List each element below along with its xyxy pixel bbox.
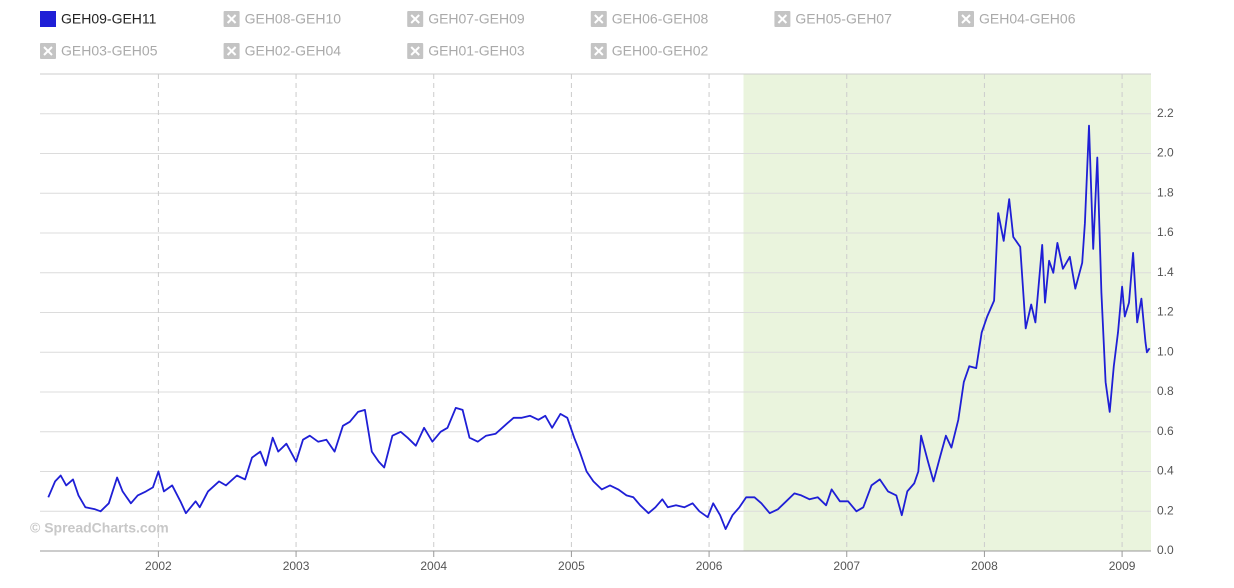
y-tick-label: 1.8 (1157, 185, 1174, 199)
legend-item[interactable]: GEH01-GEH03 (407, 43, 525, 59)
x-tick-label: 2008 (971, 559, 998, 573)
legend-item[interactable]: GEH07-GEH09 (407, 11, 525, 27)
y-tick-label: 0.4 (1157, 464, 1174, 478)
legend-x-icon (226, 46, 237, 56)
legend-label: GEH06-GEH08 (612, 11, 709, 27)
legend-label: GEH01-GEH03 (428, 43, 525, 59)
x-tick-label: 2002 (145, 559, 172, 573)
legend-label: GEH08-GEH10 (245, 11, 342, 27)
legend-x-icon (594, 46, 604, 56)
legend-label: GEH05-GEH07 (795, 11, 892, 27)
legend-swatch (40, 11, 56, 27)
legend-x-icon (410, 14, 420, 24)
legend-x-icon (226, 14, 237, 24)
legend-x-icon (961, 14, 971, 24)
y-tick-label: 1.0 (1157, 344, 1174, 358)
legend-item[interactable]: GEH02-GEH04 (223, 43, 342, 59)
legend-item[interactable]: GEH06-GEH08 (590, 11, 709, 27)
legend-label: GEH03-GEH05 (61, 43, 158, 59)
legend-label: GEH09-GEH11 (61, 11, 157, 27)
y-tick-label: 2.0 (1157, 146, 1174, 160)
legend-item[interactable]: GEH00-GEH02 (590, 43, 709, 59)
watermark: © SpreadCharts.com (30, 520, 169, 536)
x-tick-label: 2007 (833, 559, 860, 573)
y-tick-label: 0.0 (1157, 543, 1174, 557)
y-tick-label: 1.6 (1157, 225, 1174, 239)
x-tick-label: 2009 (1109, 559, 1136, 573)
legend-x-icon (43, 46, 53, 56)
legend-item[interactable]: GEH04-GEH06 (958, 11, 1076, 27)
x-tick-label: 2003 (283, 559, 310, 573)
y-tick-label: 1.4 (1157, 265, 1174, 279)
y-tick-label: 0.6 (1157, 424, 1174, 438)
legend-label: GEH00-GEH02 (612, 43, 709, 59)
legend-item[interactable]: GEH08-GEH10 (223, 11, 342, 27)
y-tick-label: 2.2 (1157, 106, 1174, 120)
x-tick-label: 2006 (696, 559, 723, 573)
legend-item[interactable]: GEH05-GEH07 (774, 11, 892, 27)
legend-label: GEH04-GEH06 (979, 11, 1076, 27)
legend-x-icon (594, 14, 604, 24)
legend-item[interactable]: GEH09-GEH11 (40, 11, 157, 27)
line-series (47, 124, 1151, 530)
x-tick-label: 2005 (558, 559, 585, 573)
legend-label: GEH02-GEH04 (245, 43, 342, 59)
legend-label: GEH07-GEH09 (428, 11, 525, 27)
legend-x-icon (777, 14, 788, 24)
legend-item[interactable]: GEH03-GEH05 (40, 43, 158, 59)
y-tick-label: 0.2 (1157, 503, 1174, 517)
y-tick-label: 1.2 (1157, 305, 1174, 319)
y-tick-label: 0.8 (1157, 384, 1174, 398)
x-tick-label: 2004 (420, 559, 447, 573)
legend-x-icon (410, 46, 420, 56)
